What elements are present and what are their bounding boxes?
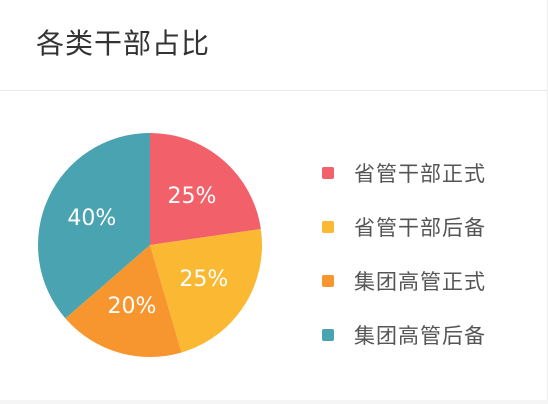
legend-label-1: 省管干部正式 — [354, 162, 486, 186]
legend-swatch-4 — [322, 329, 334, 341]
chart-legend: 省管干部正式 省管干部后备 集团高管正式 集团高管后备 — [322, 146, 486, 362]
pie-slice-label-4: 40% — [67, 206, 116, 231]
legend-item-2[interactable]: 省管干部后备 — [322, 200, 486, 254]
legend-swatch-1 — [322, 167, 334, 179]
pie-slice-label-2: 25% — [179, 267, 228, 292]
card-body: 25% 25% 20% 40% 省管干部正式 省管干部后备 集团高管正式 集团高管后备 — [0, 91, 547, 400]
pie-slice-4[interactable] — [37, 133, 150, 319]
pie-slice-2[interactable] — [150, 229, 262, 353]
pie-slice-label-3: 20% — [108, 294, 157, 319]
legend-label-3: 集团高管正式 — [354, 270, 486, 294]
card-title: 各类干部占比 — [36, 27, 211, 60]
legend-item-4[interactable]: 集团高管后备 — [322, 308, 486, 362]
pie-slice-3[interactable] — [65, 245, 182, 357]
pie-slice-1[interactable] — [150, 133, 261, 245]
legend-swatch-2 — [322, 221, 334, 233]
legend-item-3[interactable]: 集团高管正式 — [322, 254, 486, 308]
pie-slice-label-1: 25% — [167, 184, 216, 209]
legend-swatch-3 — [322, 275, 334, 287]
card-header: 各类干部占比 — [0, 0, 547, 91]
pie-chart: 25% 25% 20% 40% — [37, 133, 262, 357]
legend-item-1[interactable]: 省管干部正式 — [322, 146, 486, 200]
legend-label-4: 集团高管后备 — [354, 324, 486, 348]
legend-label-2: 省管干部后备 — [354, 216, 486, 240]
